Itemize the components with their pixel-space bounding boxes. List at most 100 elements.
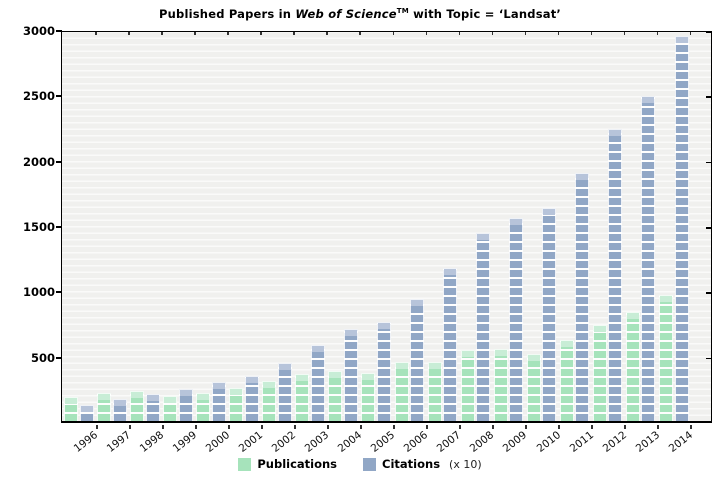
- legend-note-citations: (x 10): [449, 457, 482, 471]
- bar-cap: [345, 330, 357, 337]
- x-tick-bottom-2010: [558, 425, 561, 429]
- x-tick-bottom-2006: [426, 425, 429, 429]
- bar-publications-2012: [592, 325, 607, 421]
- x-tick-bottom-2014: [690, 425, 693, 429]
- bar-publications-2011: [559, 339, 574, 421]
- x-axis-label-text: 2001: [236, 429, 266, 455]
- bar-cap: [477, 234, 490, 241]
- bar-publications-2005: [361, 372, 376, 421]
- bar-citations-2004: [344, 329, 358, 421]
- x-tick-bottom-2003: [326, 425, 329, 429]
- bar-publications-2002: [262, 380, 277, 421]
- y-axis-label-2000: 2000: [22, 154, 55, 169]
- bar-cap: [675, 36, 688, 43]
- bar-citations-2011: [575, 173, 590, 421]
- bar-cap: [98, 394, 111, 401]
- bar-publications-2004: [328, 371, 343, 421]
- bar-cap: [378, 322, 391, 329]
- x-tick-bottom-1997: [128, 425, 131, 429]
- x-axis-label-text: 2013: [633, 429, 662, 455]
- x-tick-top-1997: [128, 32, 130, 35]
- chart-title-journal: Web of Science: [295, 7, 397, 21]
- bar-publications-2003: [295, 374, 310, 421]
- x-tick-bottom-1999: [194, 425, 197, 429]
- bar-cap: [642, 96, 655, 103]
- bar-citations-1996: [79, 405, 94, 421]
- bar-cap: [428, 363, 441, 370]
- bar-publications-1996: [64, 397, 78, 421]
- x-tick-bottom-2001: [260, 425, 263, 429]
- bar-cap: [494, 350, 507, 357]
- x-tick-bottom-2011: [591, 425, 594, 429]
- x-axis-label-text: 2008: [468, 429, 497, 455]
- plot-area: [61, 31, 712, 423]
- bar-citations-1998: [145, 393, 160, 421]
- x-tick-bottom-2004: [359, 425, 362, 429]
- x-tick-top-2006: [425, 32, 428, 35]
- x-tick-top-2007: [458, 32, 461, 35]
- x-tick-bottom-2007: [459, 425, 462, 429]
- y-tick-right-2000: [706, 161, 711, 164]
- x-axis-label-text: 2006: [401, 429, 431, 455]
- bar-cap: [179, 390, 192, 397]
- x-axis-label-text: 2003: [302, 429, 332, 455]
- x-axis-label-text: 2004: [335, 429, 365, 455]
- bar-citations-2000: [211, 382, 226, 421]
- bar-citations-2009: [509, 218, 524, 421]
- x-tick-top-1999: [194, 32, 196, 35]
- bar-cap: [609, 129, 622, 136]
- x-tick-top-2001: [260, 32, 262, 35]
- bar-cap: [510, 219, 523, 226]
- x-tick-bottom-2013: [657, 425, 660, 429]
- x-tick-top-2000: [227, 32, 229, 35]
- x-tick-top-2014: [689, 32, 692, 35]
- x-tick-bottom-2005: [393, 425, 395, 429]
- x-tick-top-2009: [524, 32, 527, 35]
- bar-publications-1998: [130, 391, 145, 421]
- bar-publications-2001: [229, 387, 244, 421]
- x-axis-label-text: 2009: [501, 429, 530, 455]
- bar-cap: [146, 394, 159, 401]
- y-tick-right-1500: [706, 227, 711, 229]
- bar-publications-2007: [427, 362, 442, 421]
- bar-cap: [164, 396, 177, 403]
- bar-cap: [245, 377, 258, 384]
- x-axis-label-text: 2007: [435, 429, 464, 455]
- bar-cap: [212, 383, 225, 390]
- x-axis-label-text: 2012: [600, 429, 629, 455]
- bar-publications-1997: [97, 393, 112, 421]
- bar-citations-2007: [443, 268, 458, 421]
- bar-citations-1999: [178, 389, 193, 421]
- x-axis-label-text: 1998: [137, 429, 167, 455]
- y-axis-label-2500: 2500: [22, 89, 55, 104]
- bar-citations-2013: [641, 95, 656, 421]
- legend-item-publications: Publications: [238, 457, 337, 471]
- bar-cap: [411, 299, 424, 306]
- y-tick-right-1000: [706, 292, 711, 294]
- x-axis-label-text: 2014: [666, 429, 695, 455]
- bar-cap: [113, 400, 126, 407]
- x-tick-bottom-1996: [95, 425, 98, 429]
- bar-citations-2005: [377, 321, 392, 421]
- legend-label-citations: Citations: [382, 457, 441, 471]
- x-axis-label-text: 2002: [269, 429, 299, 455]
- x-tick-top-2005: [392, 32, 394, 35]
- y-tick-left-1500: [56, 226, 62, 228]
- legend: Publications Citations (x 10): [0, 457, 720, 471]
- x-tick-top-2011: [590, 32, 593, 35]
- bar-citations-2006: [410, 298, 425, 421]
- x-tick-top-1996: [95, 32, 97, 35]
- bar-cap: [527, 354, 540, 361]
- x-axis-label-text: 1996: [71, 429, 100, 455]
- x-tick-top-2004: [359, 32, 361, 35]
- bar-citations-2012: [608, 128, 623, 421]
- bar-cap: [576, 174, 589, 181]
- chart-title-part1: Published Papers in: [159, 7, 296, 21]
- bar-citations-2003: [310, 345, 325, 421]
- bar-citations-2002: [277, 363, 292, 421]
- y-tick-right-3000: [706, 31, 711, 33]
- bar-cap: [278, 364, 291, 371]
- bar-publications-2014: [658, 294, 673, 421]
- x-tick-bottom-2000: [227, 425, 230, 429]
- bar-cap: [197, 393, 210, 400]
